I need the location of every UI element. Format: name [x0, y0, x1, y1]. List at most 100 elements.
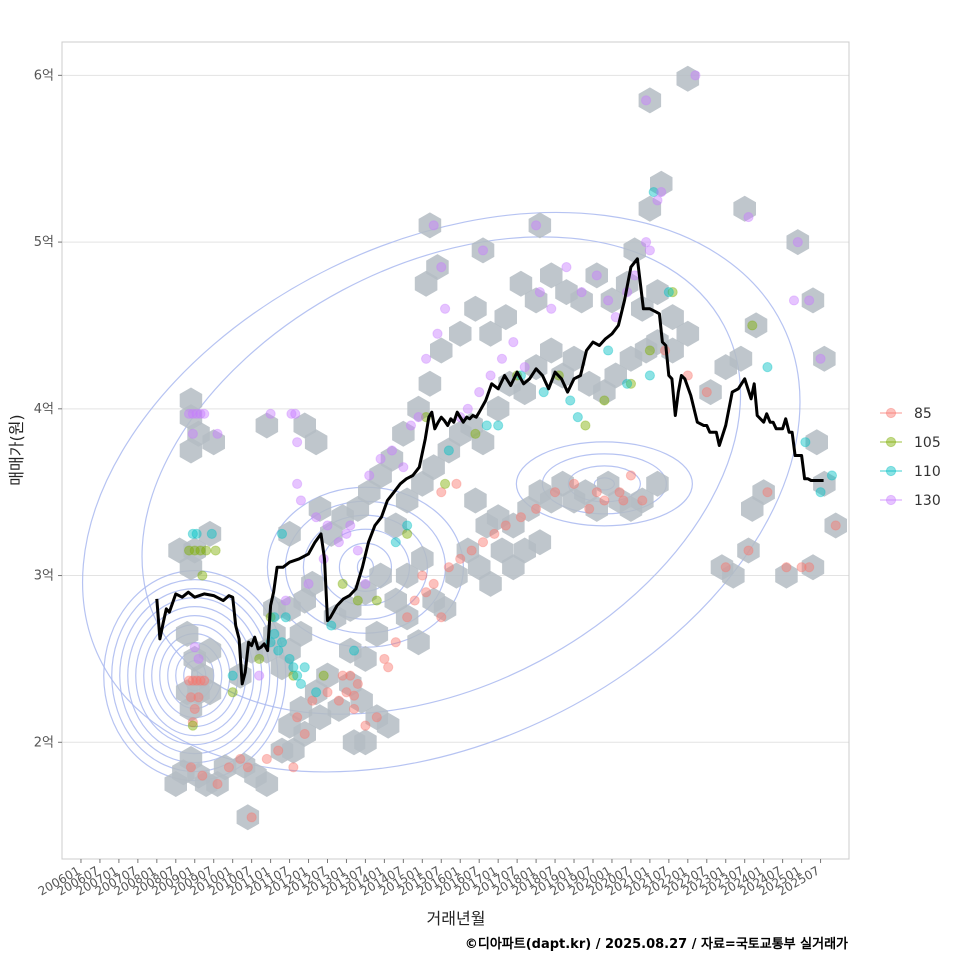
- point-110: [273, 645, 284, 656]
- point-105: [183, 545, 195, 556]
- point-105: [189, 545, 200, 556]
- hexbin: [801, 554, 825, 581]
- point-130: [364, 470, 375, 481]
- hexbin: [376, 712, 400, 739]
- point-85: [199, 675, 210, 686]
- hexbin: [562, 345, 586, 372]
- hexbin: [369, 562, 392, 589]
- point-85: [185, 692, 197, 703]
- hexbin: [422, 454, 445, 481]
- hexbin: [710, 554, 734, 581]
- hexbin: [604, 362, 627, 389]
- point-85: [549, 487, 561, 498]
- density-contour: [515, 441, 693, 527]
- point-85: [591, 487, 602, 498]
- point-85: [193, 692, 204, 703]
- hexbin: [676, 65, 700, 92]
- point-110: [622, 378, 633, 389]
- hexbin: [278, 520, 301, 547]
- point-85: [242, 762, 253, 773]
- point-130: [603, 295, 614, 306]
- point-85: [299, 728, 310, 740]
- point-85: [360, 720, 371, 731]
- point-85: [183, 675, 195, 686]
- point-85: [348, 703, 360, 715]
- point-105: [470, 428, 481, 439]
- hexbin: [540, 337, 563, 364]
- point-130: [195, 408, 206, 419]
- point-85: [455, 553, 466, 564]
- point-110: [206, 528, 217, 539]
- hexbin: [301, 570, 324, 597]
- point-85: [371, 712, 382, 723]
- point-110: [299, 662, 310, 673]
- hexbin: [255, 771, 279, 797]
- point-110: [603, 345, 614, 356]
- hexbin: [464, 487, 487, 514]
- hexbin: [418, 212, 442, 239]
- hexbin: [346, 495, 370, 522]
- point-105: [439, 478, 451, 489]
- hexbin: [289, 620, 313, 647]
- hexbin: [350, 687, 373, 714]
- point-110: [187, 528, 198, 539]
- point-110: [565, 395, 576, 406]
- y-tick-label: 2억: [34, 735, 54, 750]
- y-axis-ticks: 2억 3억 4억 5억 6억: [34, 68, 62, 750]
- hexbin: [308, 495, 332, 522]
- hexbin: [339, 595, 362, 622]
- point-85: [500, 520, 511, 531]
- hexbin: [631, 487, 654, 514]
- y-tick-label: 3억: [34, 569, 54, 584]
- point-105: [667, 287, 678, 298]
- point-130: [656, 186, 667, 198]
- hexbin: [471, 429, 495, 456]
- point-110: [284, 653, 295, 665]
- point-110: [348, 645, 360, 656]
- point-85: [762, 487, 773, 498]
- point-105: [337, 578, 348, 589]
- point-130: [690, 70, 701, 81]
- hexbin: [395, 562, 419, 589]
- point-85: [345, 670, 356, 681]
- hexbin: [596, 470, 620, 497]
- point-130: [413, 412, 424, 423]
- point-85: [421, 587, 432, 598]
- hexbin: [456, 537, 480, 564]
- point-130: [398, 462, 409, 473]
- point-85: [189, 703, 200, 715]
- hexbin: [513, 379, 536, 406]
- point-130: [352, 545, 363, 556]
- point-130: [439, 303, 451, 314]
- point-85: [614, 487, 625, 498]
- point-130: [546, 303, 557, 314]
- point-85: [489, 528, 500, 539]
- hexbin: [744, 312, 768, 339]
- point-85: [436, 487, 447, 498]
- hexbin: [293, 720, 316, 747]
- point-130: [428, 220, 439, 231]
- point-130: [432, 328, 443, 339]
- hexbin: [676, 320, 700, 347]
- hexbin: [585, 495, 608, 522]
- hexbin: [449, 320, 472, 347]
- hexbin: [729, 345, 753, 372]
- point-130: [815, 353, 826, 364]
- point-130: [462, 403, 473, 414]
- hexbin: [365, 620, 389, 647]
- hexbin: [316, 662, 339, 689]
- point-130: [405, 420, 417, 431]
- point-105: [254, 653, 265, 665]
- hexbin: [570, 287, 593, 314]
- scatter-points: [183, 70, 841, 823]
- point-110: [280, 612, 291, 623]
- point-110: [326, 620, 337, 631]
- point-85: [185, 762, 197, 773]
- point-130: [743, 211, 754, 223]
- legend-key-point: [885, 407, 897, 419]
- hexbin: [786, 229, 810, 256]
- point-110: [538, 387, 549, 398]
- point-85: [530, 503, 542, 514]
- point-110: [443, 445, 454, 456]
- point-85: [246, 812, 257, 823]
